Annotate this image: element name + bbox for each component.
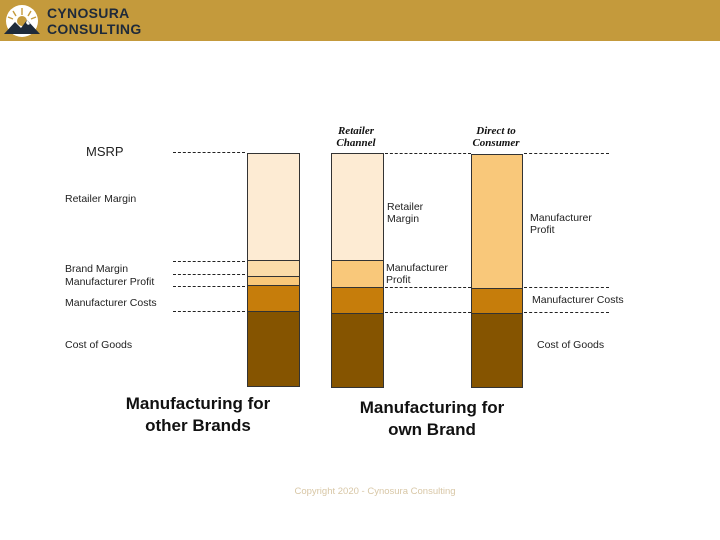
footer-copyright: Copyright 2020 - Cynosura Consulting (294, 486, 456, 497)
label-dtc-manufacturer-profit: Manufacturer Profit (530, 212, 592, 236)
label-manufacturer-costs: Manufacturer Costs (65, 297, 157, 309)
company-name-line2: CONSULTING (47, 21, 142, 37)
dash-manufacturer-profit-left (173, 274, 245, 275)
label-rc-manufacturer-profit: Manufacturer Profit (386, 262, 448, 286)
seg-manufacturer-costs (331, 287, 384, 314)
dash-costs-mid (385, 312, 471, 313)
dash-profit-right (524, 287, 609, 288)
seg-manufacturer-profit (331, 260, 384, 288)
company-name-line1: CYNOSURA (47, 5, 130, 21)
label-cost-of-goods: Cost of Goods (65, 339, 133, 351)
dash-cost-of-goods-left (173, 311, 245, 312)
seg-retailer-margin (331, 153, 384, 261)
header-bar: CYNOSURA CONSULTING (0, 0, 720, 41)
dash-manufacturer-costs-left (173, 286, 245, 287)
label-brand-margin: Brand Margin (65, 263, 129, 275)
dash-msrp-mid (385, 153, 471, 154)
seg-manufacturer-costs (471, 288, 523, 314)
dash-profit-mid (385, 287, 471, 288)
seg-manufacturer-costs (247, 285, 300, 312)
dash-msrp-left (173, 152, 245, 153)
header-retailer-channel: Retailer Channel (336, 125, 376, 149)
label-dtc-manufacturer-costs: Manufacturer Costs (532, 294, 624, 306)
caption-own-brand: Manufacturing for own Brand (359, 398, 505, 439)
label-msrp: MSRP (86, 144, 124, 159)
company-name: CYNOSURA CONSULTING (47, 5, 142, 37)
label-retailer-margin: Retailer Margin (65, 193, 137, 205)
label-dtc-cost-of-goods: Cost of Goods (537, 339, 605, 351)
header-direct-to-consumer: Direct to Consumer (472, 125, 520, 149)
dash-msrp-right (524, 153, 609, 154)
seg-retailer-margin (247, 153, 300, 261)
seg-brand-margin (247, 260, 300, 277)
label-rc-retailer-margin: Retailer Margin (387, 201, 424, 225)
seg-manufacturer-profit (471, 154, 523, 289)
dash-costs-right (524, 312, 609, 313)
logo-mountain-sun-icon (4, 5, 40, 37)
caption-other-brands: Manufacturing for other Brands (125, 394, 271, 435)
seg-cost-of-goods (331, 313, 384, 388)
label-manufacturer-profit: Manufacturer Profit (65, 276, 155, 288)
dash-brand-margin-left (173, 261, 245, 262)
seg-cost-of-goods (471, 313, 523, 388)
seg-cost-of-goods (247, 311, 300, 387)
